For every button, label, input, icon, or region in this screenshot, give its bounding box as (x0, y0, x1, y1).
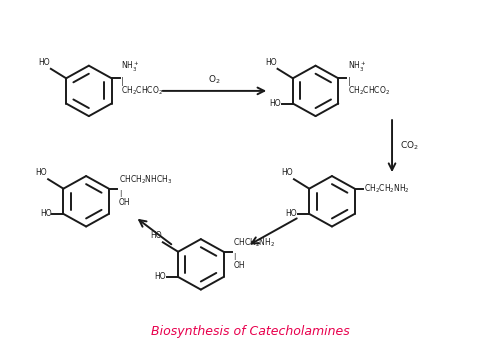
Text: HO: HO (150, 231, 162, 240)
Text: |: | (348, 77, 350, 86)
Text: CH$_2$CHCO$_2$: CH$_2$CHCO$_2$ (348, 85, 391, 97)
Text: HO: HO (38, 58, 50, 67)
Text: |: | (118, 190, 121, 197)
Text: HO: HO (154, 272, 166, 281)
Text: HO: HO (286, 209, 297, 218)
Text: O$_2$: O$_2$ (208, 73, 221, 86)
Text: CH$_2$CHCO$_2$: CH$_2$CHCO$_2$ (122, 85, 164, 97)
Text: HO: HO (281, 168, 293, 177)
Text: OH: OH (234, 261, 245, 270)
Text: HO: HO (36, 168, 47, 177)
Text: Biosynthesis of Catecholamines: Biosynthesis of Catecholamines (150, 325, 350, 338)
Text: CHCH$_2$NH$_2$: CHCH$_2$NH$_2$ (234, 236, 276, 248)
Text: |: | (234, 253, 236, 260)
Text: HO: HO (40, 209, 52, 218)
Text: HO: HO (269, 99, 281, 108)
Text: HO: HO (265, 58, 276, 67)
Text: OH: OH (118, 198, 130, 207)
Text: NH$_3^+$: NH$_3^+$ (122, 60, 140, 74)
Text: |: | (122, 77, 124, 86)
Text: NH$_3^+$: NH$_3^+$ (348, 60, 366, 74)
Text: CHCH$_2$NHCH$_3$: CHCH$_2$NHCH$_3$ (118, 173, 172, 186)
Text: CO$_2$: CO$_2$ (400, 140, 419, 152)
Text: CH$_2$CH$_2$NH$_2$: CH$_2$CH$_2$NH$_2$ (364, 182, 410, 195)
